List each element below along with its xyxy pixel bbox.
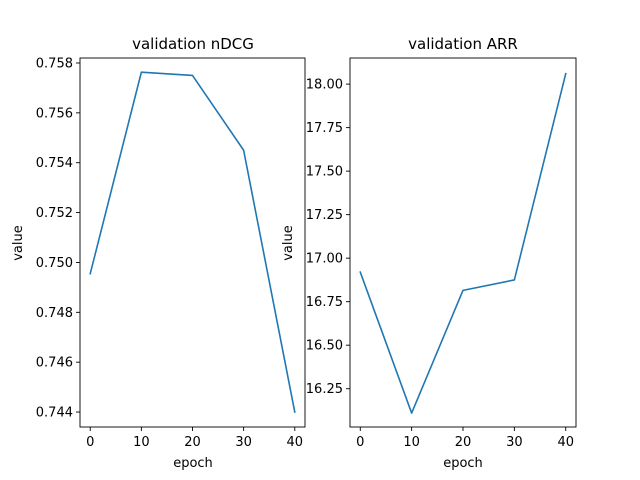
y-tick-label-ndcg-0: 0.744 [36,406,73,421]
y-tick-label-ndcg-6: 0.756 [36,106,73,121]
y-tick-label-arr-5: 17.50 [306,165,343,180]
y-axis-label-arr: value [281,225,296,261]
y-tick-label-arr-6: 17.75 [306,121,343,136]
y-tick-label-arr-2: 16.75 [306,295,343,310]
x-tick-label-ndcg-0: 0 [86,435,94,450]
subplot-arr: validation ARR 0 10 20 30 40 16.25 16.50 16.75 1… [281,35,577,471]
x-tick-label-ndcg-1: 10 [133,435,150,450]
y-tick-label-arr-4: 17.25 [306,208,343,223]
x-tick-label-ndcg-2: 20 [184,435,201,450]
x-tick-label-ndcg-4: 40 [286,435,303,450]
y-tick-label-arr-7: 18.00 [306,78,343,93]
y-tick-label-ndcg-1: 0.746 [36,356,73,371]
y-axis-label-ndcg: value [11,225,26,261]
x-axis-label-ndcg: epoch [173,456,213,471]
x-tick-label-ndcg-3: 30 [235,435,252,450]
plot-area-arr: 0 10 20 30 40 16.25 16.50 16.75 17.00 17.25 17.50 1… [306,57,577,450]
chart-title-arr: validation ARR [408,35,518,53]
y-tick-label-ndcg-4: 0.752 [36,206,73,221]
series-line-arr-0 [359,72,567,414]
plot-area-ndcg: 0 10 20 30 40 0.744 0.746 0.748 0.750 0.752 0.754 0… [36,56,306,450]
y-tick-label-arr-3: 17.00 [306,252,343,267]
y-tick-label-arr-1: 16.50 [306,339,343,354]
y-tick-label-ndcg-3: 0.750 [36,256,73,271]
subplot-ndcg: validation nDCG 0 10 20 30 40 0.744 0.746 0.748… [11,35,306,471]
y-tick-label-ndcg-5: 0.754 [36,156,73,171]
y-tick-label-ndcg-7: 0.758 [36,56,73,71]
y-tick-label-arr-0: 16.25 [306,382,343,397]
x-axis-label-arr: epoch [443,456,483,471]
x-tick-label-arr-4: 40 [557,435,574,450]
series-line-ndcg-0 [89,71,296,413]
x-tick-label-arr-3: 30 [506,435,523,450]
x-tick-label-arr-0: 0 [356,435,364,450]
y-tick-label-ndcg-2: 0.748 [36,306,73,321]
x-tick-label-arr-1: 10 [403,435,420,450]
chart-title-ndcg: validation nDCG [132,35,254,53]
x-tick-label-arr-2: 20 [455,435,472,450]
